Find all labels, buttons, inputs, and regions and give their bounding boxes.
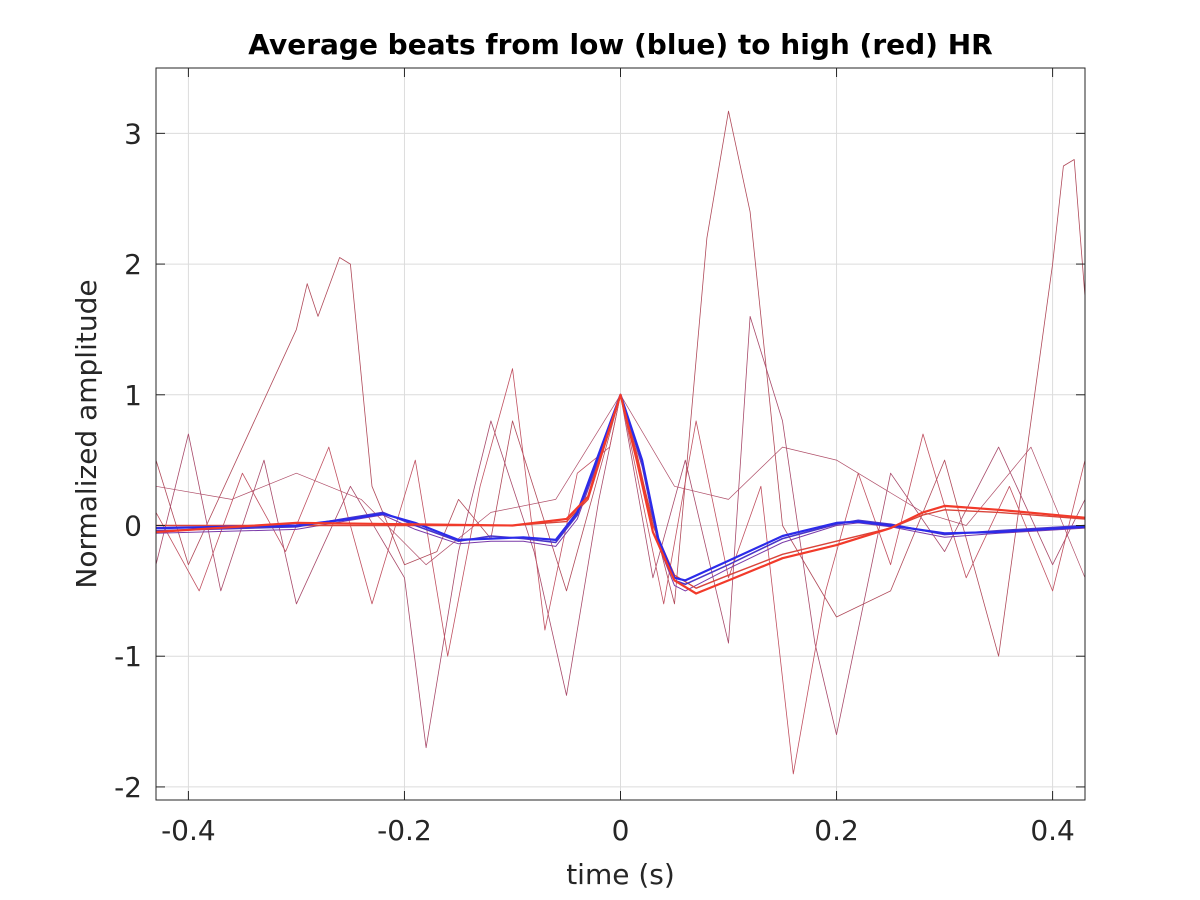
grid — [156, 68, 1085, 800]
x-tick-label: 0.2 — [814, 814, 859, 847]
beat-series-line — [156, 393, 1085, 582]
beat-series-line — [156, 394, 1085, 579]
axis-ticks: -0.4 -0.2 0 0.2 0.4 -2 -1 0 1 2 3 — [114, 68, 1085, 847]
x-tick-label: 0 — [612, 814, 630, 847]
chart-title: Average beats from low (blue) to high (r… — [248, 28, 992, 61]
series-group — [156, 110, 1085, 775]
series-layer — [156, 110, 1085, 775]
y-axis-label: Normalized amplitude — [70, 279, 103, 588]
beat-series-line — [156, 393, 1085, 595]
y-tick-label: 1 — [124, 379, 142, 412]
x-tick-label: -0.4 — [161, 814, 216, 847]
x-tick-label: 0.4 — [1030, 814, 1075, 847]
y-tick-label: 3 — [124, 117, 142, 150]
y-tick-label: 2 — [124, 248, 142, 281]
x-axis-label: time (s) — [566, 858, 675, 891]
y-tick-label: -2 — [114, 771, 142, 804]
x-tick-label: -0.2 — [377, 814, 432, 847]
beat-series-line — [156, 110, 1085, 657]
y-tick-label: -1 — [114, 640, 142, 673]
y-tick-label: 0 — [124, 510, 142, 543]
